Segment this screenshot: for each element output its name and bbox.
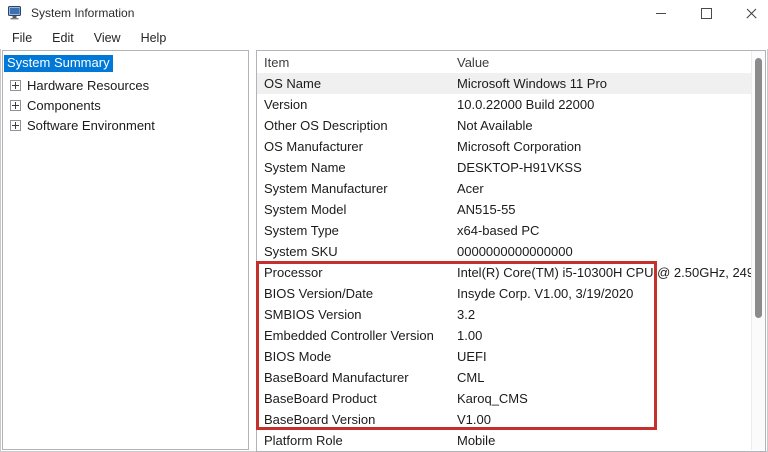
- expand-plus-icon[interactable]: [10, 79, 21, 91]
- table-row[interactable]: Platform Role Mobile: [257, 430, 765, 451]
- tree-item-label: Hardware Resources: [27, 77, 150, 93]
- table-row[interactable]: Version 10.0.22000 Build 22000: [257, 94, 765, 115]
- system-information-app-icon: [8, 6, 21, 20]
- window-title: System Information: [31, 6, 135, 20]
- row-item: BaseBoard Version: [264, 412, 376, 427]
- row-item: Platform Role: [264, 433, 343, 448]
- row-item: System Type: [264, 223, 339, 238]
- table-row[interactable]: BIOS Version/Date Insyde Corp. V1.00, 3/…: [257, 283, 765, 304]
- table-row[interactable]: OS Manufacturer Microsoft Corporation: [257, 136, 765, 157]
- row-value: Intel(R) Core(TM) i5-10300H CPU @ 2.50GH…: [457, 265, 762, 280]
- menu-bar: File Edit View Help: [0, 26, 768, 49]
- table-row[interactable]: Other OS Description Not Available: [257, 115, 765, 136]
- row-value: Mobile: [457, 433, 496, 448]
- tree-item-components[interactable]: Components: [3, 95, 248, 115]
- row-item: BIOS Version/Date: [264, 286, 374, 301]
- row-item: Embedded Controller Version: [264, 328, 434, 343]
- table-row[interactable]: BaseBoard Manufacturer CML: [257, 367, 765, 388]
- menu-view[interactable]: View: [93, 30, 121, 45]
- column-header-item[interactable]: Item: [264, 54, 290, 70]
- menu-edit[interactable]: Edit: [52, 30, 74, 45]
- row-value: x64-based PC: [457, 223, 540, 238]
- maximize-button[interactable]: [689, 0, 723, 26]
- table-row[interactable]: OS Name Microsoft Windows 11 Pro: [257, 73, 765, 94]
- row-value: 0000000000000000: [457, 244, 573, 259]
- menu-help[interactable]: Help: [140, 30, 167, 45]
- row-item: System Manufacturer: [264, 181, 388, 196]
- row-value: 1.00: [457, 328, 483, 343]
- tree-item-hardware-resources[interactable]: Hardware Resources: [3, 75, 248, 95]
- tree-item-label: Software Environment: [27, 117, 155, 133]
- category-tree-pane: System Summary Hardware Resources Compon…: [2, 50, 249, 450]
- menu-file[interactable]: File: [12, 30, 33, 45]
- row-value: Karoq_CMS: [457, 391, 528, 406]
- table-row[interactable]: System Type x64-based PC: [257, 220, 765, 241]
- row-item: SMBIOS Version: [264, 307, 362, 322]
- close-button[interactable]: [734, 0, 768, 26]
- row-item: BaseBoard Manufacturer: [264, 370, 409, 385]
- details-pane: Item Value OS Name Microsoft Windows 11 …: [256, 50, 766, 452]
- row-value: DESKTOP-H91VKSS: [457, 160, 582, 175]
- row-item: Processor: [264, 265, 323, 280]
- row-item: System Name: [264, 160, 346, 175]
- minimize-icon: [656, 12, 666, 14]
- vertical-scrollbar[interactable]: [751, 51, 765, 450]
- tree-item-label: Components: [27, 97, 101, 113]
- expand-plus-icon[interactable]: [10, 99, 21, 111]
- list-header: Item Value: [257, 51, 765, 73]
- expand-plus-icon[interactable]: [10, 119, 21, 131]
- row-item: System SKU: [264, 244, 338, 259]
- row-value: Acer: [457, 181, 484, 196]
- row-value: Not Available: [457, 118, 533, 133]
- table-row[interactable]: System SKU 0000000000000000: [257, 241, 765, 262]
- row-value: CML: [457, 370, 485, 385]
- row-value: 10.0.22000 Build 22000: [457, 97, 595, 112]
- table-row[interactable]: SMBIOS Version 3.2: [257, 304, 765, 325]
- table-row[interactable]: BaseBoard Product Karoq_CMS: [257, 388, 765, 409]
- row-value: Microsoft Corporation: [457, 139, 582, 154]
- table-row[interactable]: System Name DESKTOP-H91VKSS: [257, 157, 765, 178]
- row-value: AN515-55: [457, 202, 516, 217]
- row-item: OS Manufacturer: [264, 139, 363, 154]
- row-value: Insyde Corp. V1.00, 3/19/2020: [457, 286, 634, 301]
- row-value: UEFI: [457, 349, 487, 364]
- window-controls: [644, 0, 768, 26]
- row-value: 3.2: [457, 307, 476, 322]
- column-header-value[interactable]: Value: [457, 54, 490, 70]
- row-item: Version: [264, 97, 308, 112]
- row-value: V1.00: [457, 412, 491, 427]
- table-row[interactable]: Processor Intel(R) Core(TM) i5-10300H CP…: [257, 262, 765, 283]
- row-item: System Model: [264, 202, 347, 217]
- table-row[interactable]: System Manufacturer Acer: [257, 178, 765, 199]
- table-row[interactable]: BaseBoard Version V1.00: [257, 409, 765, 430]
- close-icon: [746, 8, 757, 19]
- maximize-icon: [700, 7, 712, 19]
- table-row[interactable]: BIOS Mode UEFI: [257, 346, 765, 367]
- title-bar[interactable]: System Information: [0, 0, 768, 26]
- table-row[interactable]: Embedded Controller Version 1.00: [257, 325, 765, 346]
- table-row[interactable]: System Model AN515-55: [257, 199, 765, 220]
- row-item: BaseBoard Product: [264, 391, 377, 406]
- minimize-button[interactable]: [644, 0, 678, 26]
- row-item: OS Name: [264, 76, 322, 91]
- tree-item-software-environment[interactable]: Software Environment: [3, 115, 248, 135]
- row-item: BIOS Mode: [264, 349, 332, 364]
- tree-item-system-summary[interactable]: System Summary: [4, 55, 113, 72]
- scrollbar-thumb[interactable]: [755, 58, 762, 318]
- row-value: Microsoft Windows 11 Pro: [457, 76, 608, 91]
- row-item: Other OS Description: [264, 118, 388, 133]
